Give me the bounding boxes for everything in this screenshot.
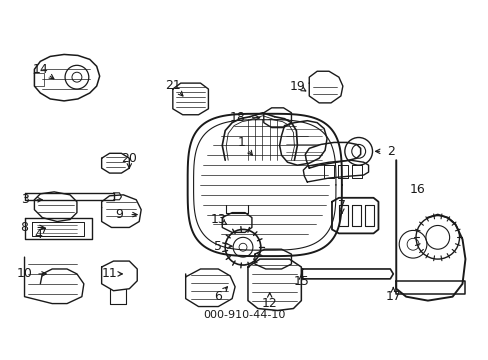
Text: 4: 4 bbox=[34, 228, 42, 241]
Text: 15: 15 bbox=[293, 275, 308, 288]
Text: 11: 11 bbox=[102, 267, 117, 280]
Text: 8: 8 bbox=[20, 221, 28, 234]
Text: 2: 2 bbox=[386, 145, 394, 158]
Text: 14: 14 bbox=[32, 63, 48, 76]
Text: 16: 16 bbox=[409, 183, 425, 197]
Text: 21: 21 bbox=[164, 78, 181, 91]
Text: 6: 6 bbox=[214, 290, 222, 303]
Text: 000-910-44-10: 000-910-44-10 bbox=[203, 310, 285, 320]
Text: 3: 3 bbox=[20, 193, 28, 206]
Text: 17: 17 bbox=[385, 290, 401, 303]
Text: 19: 19 bbox=[289, 80, 305, 93]
Text: 1: 1 bbox=[238, 136, 245, 149]
Text: 12: 12 bbox=[261, 297, 277, 310]
Text: 5: 5 bbox=[214, 240, 222, 253]
Text: 13: 13 bbox=[210, 213, 226, 226]
Text: 20: 20 bbox=[121, 152, 137, 165]
Text: 18: 18 bbox=[230, 111, 245, 124]
Text: 7: 7 bbox=[337, 199, 345, 212]
Text: 10: 10 bbox=[17, 267, 32, 280]
Text: 9: 9 bbox=[115, 208, 123, 221]
